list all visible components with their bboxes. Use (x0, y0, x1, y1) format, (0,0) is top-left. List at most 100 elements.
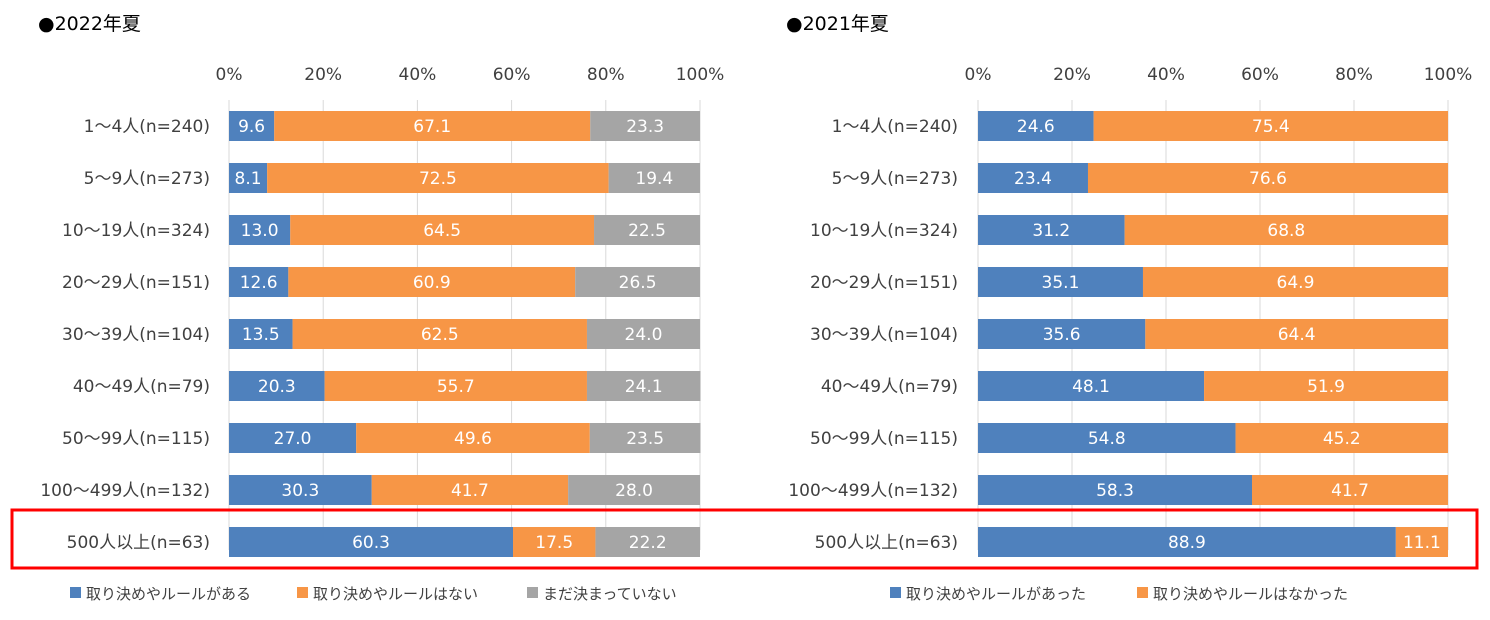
chart1-bar-s1 (229, 111, 275, 141)
chart2-bar-s2 (1235, 423, 1448, 453)
chart1-data-label: 28.0 (615, 481, 653, 501)
chart1-data-label: 22.5 (628, 221, 666, 241)
chart2-bar-s2 (1124, 215, 1448, 245)
chart2-data-label: 76.6 (1249, 169, 1287, 189)
chart1-bar-s1 (229, 371, 325, 401)
chart1-bar-s1 (229, 163, 268, 193)
chart1-bar-s3 (589, 423, 701, 453)
chart2-x-tick: 80% (1335, 65, 1373, 85)
chart2-category-label: 20～29人(n=151) (810, 273, 958, 293)
chart2-data-label: 45.2 (1323, 429, 1361, 449)
chart2-data-label: 54.8 (1088, 429, 1126, 449)
chart2-data-label: 48.1 (1072, 377, 1110, 397)
chart1-data-label: 30.3 (281, 481, 319, 501)
chart2-x-tick: 0% (965, 65, 992, 85)
chart1-bar-s2 (290, 215, 595, 245)
chart1-data-label: 72.5 (419, 169, 457, 189)
chart2-title: ●2021年夏 (786, 13, 889, 35)
chart2-data-label: 35.6 (1043, 325, 1081, 345)
chart1-bar-s1 (229, 527, 514, 557)
chart1-bar-s2 (274, 111, 591, 141)
chart1-x-tick: 40% (399, 65, 437, 85)
chart2-bar-s2 (1142, 267, 1448, 297)
chart2-data-label: 31.2 (1032, 221, 1070, 241)
chart2-category-label: 500人以上(n=63) (815, 533, 958, 553)
chart1-x-tick: 80% (587, 65, 625, 85)
chart1-data-label: 13.0 (241, 221, 279, 241)
chart2-bar-s2 (1145, 319, 1448, 349)
chart2-category-label: 1～4人(n=240) (832, 117, 958, 137)
chart1-data-label: 8.1 (235, 169, 262, 189)
chart1-bar-s2 (324, 371, 587, 401)
chart1-data-label: 49.6 (454, 429, 492, 449)
chart1-bar-s2 (292, 319, 587, 349)
chart2-bar-s2 (1087, 163, 1448, 193)
chart2-bar-s2 (1395, 527, 1448, 557)
chart1-data-label: 12.6 (240, 273, 278, 293)
chart1-legend-swatch (527, 587, 538, 598)
chart1-category-label: 40～49人(n=79) (73, 377, 210, 397)
chart2-data-label: 64.4 (1278, 325, 1316, 345)
chart1-bar-s2 (288, 267, 576, 297)
chart1-category-label: 5～9人(n=273) (84, 169, 210, 189)
chart1-bar-s1 (229, 319, 293, 349)
chart2-bar-s1 (978, 111, 1094, 141)
chart2-legend-swatch (1137, 587, 1148, 598)
chart1-category-label: 10～19人(n=324) (62, 221, 210, 241)
chart2-bar-s1 (978, 215, 1125, 245)
chart2-data-label: 51.9 (1307, 377, 1345, 397)
chart1-category-label: 30～39人(n=104) (62, 325, 210, 345)
chart1-bar-s1 (229, 423, 357, 453)
chart1-bar-s3 (575, 267, 700, 297)
chart2-data-label: 35.1 (1042, 273, 1080, 293)
chart2-legend-swatch (890, 587, 901, 598)
chart1-data-label: 9.6 (238, 117, 265, 137)
chart1-bar-s1 (229, 267, 289, 297)
chart1-legend-label: まだ決まっていない (543, 585, 677, 603)
chart2-data-label: 75.4 (1252, 117, 1290, 137)
highlight-box (10, 508, 1479, 570)
chart1-data-label: 60.9 (413, 273, 451, 293)
chart2-data-label: 58.3 (1096, 481, 1134, 501)
chart1-bar-s3 (608, 163, 700, 193)
chart1-data-label: 64.5 (423, 221, 461, 241)
chart1-bar-s2 (371, 475, 569, 505)
chart2-bar-s1 (978, 163, 1088, 193)
chart1-data-label: 20.3 (258, 377, 296, 397)
chart1-bar-s3 (590, 111, 700, 141)
chart1-x-tick: 60% (493, 65, 531, 85)
chart1-category-label: 500人以上(n=63) (67, 533, 210, 553)
chart1-legend-label: 取り決めやルールはない (313, 585, 478, 603)
chart1-legend-swatch (70, 587, 81, 598)
chart1-bar-s1 (229, 215, 291, 245)
chart1-data-label: 19.4 (635, 169, 673, 189)
chart1-x-tick: 100% (676, 65, 725, 85)
chart1-data-label: 62.5 (421, 325, 459, 345)
chart1-data-label: 55.7 (437, 377, 475, 397)
chart1-legend-label: 取り決めやルールがある (86, 585, 251, 603)
chart2-bar-s1 (978, 371, 1205, 401)
chart1-category-label: 100～499人(n=132) (40, 481, 210, 501)
chart2-x-tick: 60% (1241, 65, 1279, 85)
chart1-bar-s3 (586, 319, 700, 349)
chart1-data-label: 23.5 (626, 429, 664, 449)
chart2-x-tick: 20% (1053, 65, 1091, 85)
chart1-data-label: 24.0 (625, 325, 663, 345)
chart1-bar-s2 (267, 163, 609, 193)
chart1-category-label: 1～4人(n=240) (84, 117, 210, 137)
chart2-legend-label: 取り決めやルールがあった (906, 585, 1086, 603)
chart2-data-label: 64.9 (1277, 273, 1315, 293)
chart1-legend-swatch (297, 587, 308, 598)
chart1-data-label: 41.7 (451, 481, 489, 501)
chart2-x-tick: 100% (1424, 65, 1473, 85)
chart2-data-label: 88.9 (1168, 533, 1206, 553)
chart1-data-label: 17.5 (535, 533, 573, 553)
chart2-category-label: 40～49人(n=79) (821, 377, 958, 397)
chart2-category-label: 50～99人(n=115) (810, 429, 958, 449)
chart1-data-label: 26.5 (619, 273, 657, 293)
chart2-category-label: 30～39人(n=104) (810, 325, 958, 345)
chart1-bar-s2 (356, 423, 590, 453)
chart2-data-label: 23.4 (1014, 169, 1052, 189)
chart1-category-label: 50～99人(n=115) (62, 429, 210, 449)
chart2-x-tick: 40% (1147, 65, 1185, 85)
